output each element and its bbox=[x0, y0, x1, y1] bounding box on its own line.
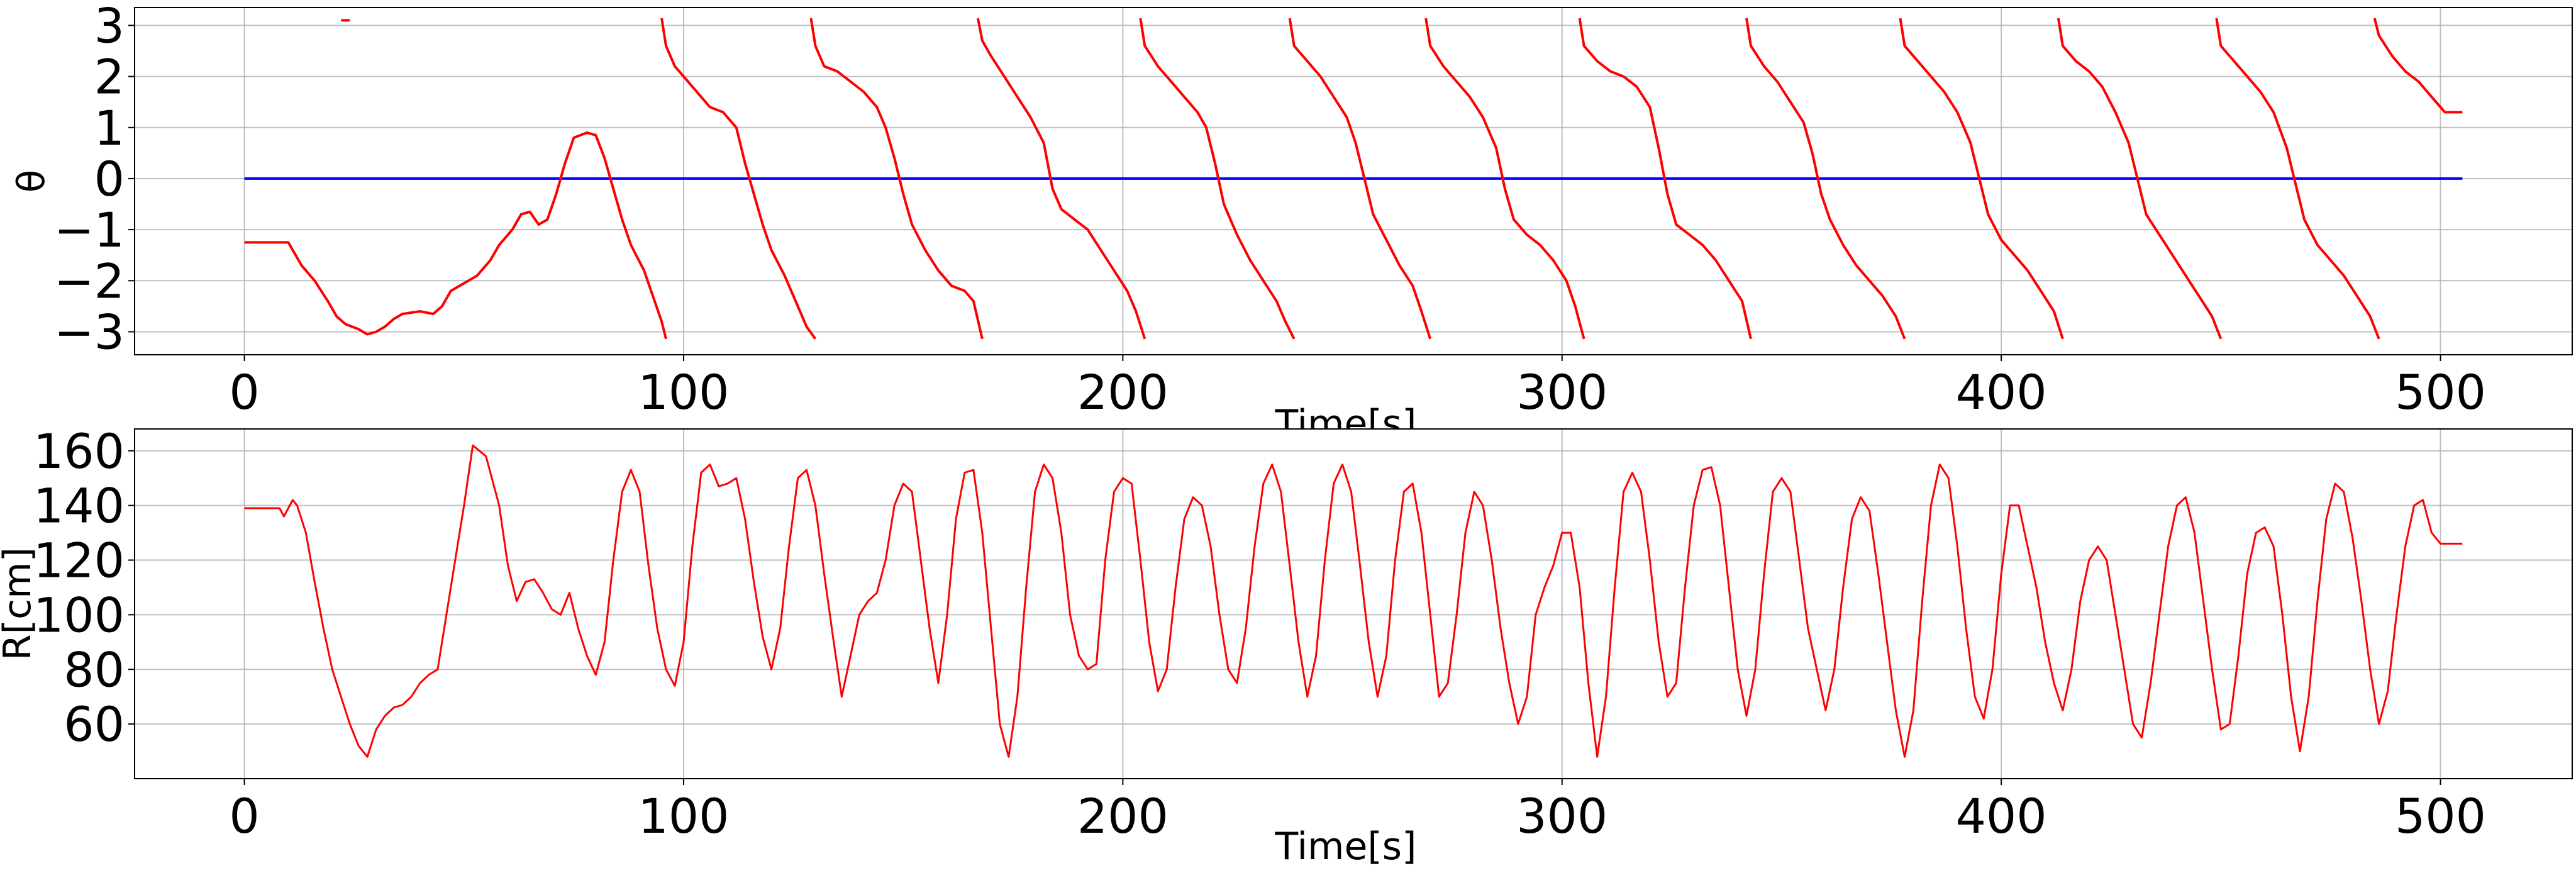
x-tick-label: 200 bbox=[1077, 364, 1169, 420]
radius-plot-panel: 0 100 200 300 400 5006080100120140160Time[s]R… bbox=[0, 423, 2573, 869]
x-tick-label: 0 bbox=[229, 788, 259, 844]
y-tick-label: 1 bbox=[94, 100, 125, 156]
series-line-1-1 bbox=[660, 18, 817, 340]
x-tick-label: 100 bbox=[638, 364, 729, 420]
x-tick-label: 300 bbox=[1516, 364, 1607, 420]
y-tick-label: 80 bbox=[64, 642, 125, 698]
y-axis-label: θ bbox=[9, 170, 53, 193]
x-tick-label: 400 bbox=[1956, 788, 2047, 844]
plot-frame bbox=[134, 7, 2573, 355]
plot-area bbox=[135, 8, 2572, 355]
x-tick-label: 400 bbox=[1956, 364, 2047, 420]
series-line-1-0 bbox=[244, 131, 667, 340]
x-tick-label: 200 bbox=[1077, 788, 1169, 844]
x-tick-label: 500 bbox=[2395, 364, 2486, 420]
series-line-1-12 bbox=[2373, 18, 2463, 114]
x-tick-label: 0 bbox=[229, 364, 259, 420]
series-group bbox=[244, 18, 2463, 340]
series-line-1-2 bbox=[809, 18, 984, 340]
y-tick-label: −3 bbox=[54, 304, 125, 360]
y-tick-label: 3 bbox=[94, 0, 125, 53]
y-tick-label: 60 bbox=[64, 696, 125, 752]
x-tick-label: 500 bbox=[2395, 788, 2486, 844]
series-line-1-8 bbox=[1745, 18, 1906, 340]
series-line-1-3 bbox=[976, 18, 1146, 340]
series-line-1-10 bbox=[2057, 18, 2223, 340]
series-line-1-5 bbox=[1288, 18, 1432, 340]
y-tick-label: 120 bbox=[33, 533, 125, 589]
series-line-1-7 bbox=[1578, 18, 1752, 340]
plot-area bbox=[135, 429, 2572, 779]
x-tick-label: 300 bbox=[1516, 788, 1607, 844]
x-tick-label: 100 bbox=[638, 788, 729, 844]
y-tick-label: 0 bbox=[94, 151, 125, 207]
y-tick-label: −2 bbox=[54, 253, 125, 309]
x-axis-label: Time[s] bbox=[1275, 825, 1417, 869]
y-tick-label: 140 bbox=[33, 478, 125, 534]
y-tick-label: 100 bbox=[33, 587, 125, 643]
series-line-0-0 bbox=[244, 444, 2463, 758]
plot-frame bbox=[134, 428, 2573, 779]
series-line-1-6 bbox=[1424, 18, 1585, 340]
y-axis-label: R[cm] bbox=[0, 547, 40, 660]
series-line-1-4 bbox=[1139, 18, 1296, 340]
series-line-1-11 bbox=[2215, 18, 2380, 340]
y-tick-label: 160 bbox=[33, 423, 125, 479]
series-line-1-9 bbox=[1899, 18, 2064, 340]
y-tick-label: −1 bbox=[54, 202, 125, 258]
series-group bbox=[244, 444, 2463, 758]
y-tick-label: 2 bbox=[94, 49, 125, 105]
